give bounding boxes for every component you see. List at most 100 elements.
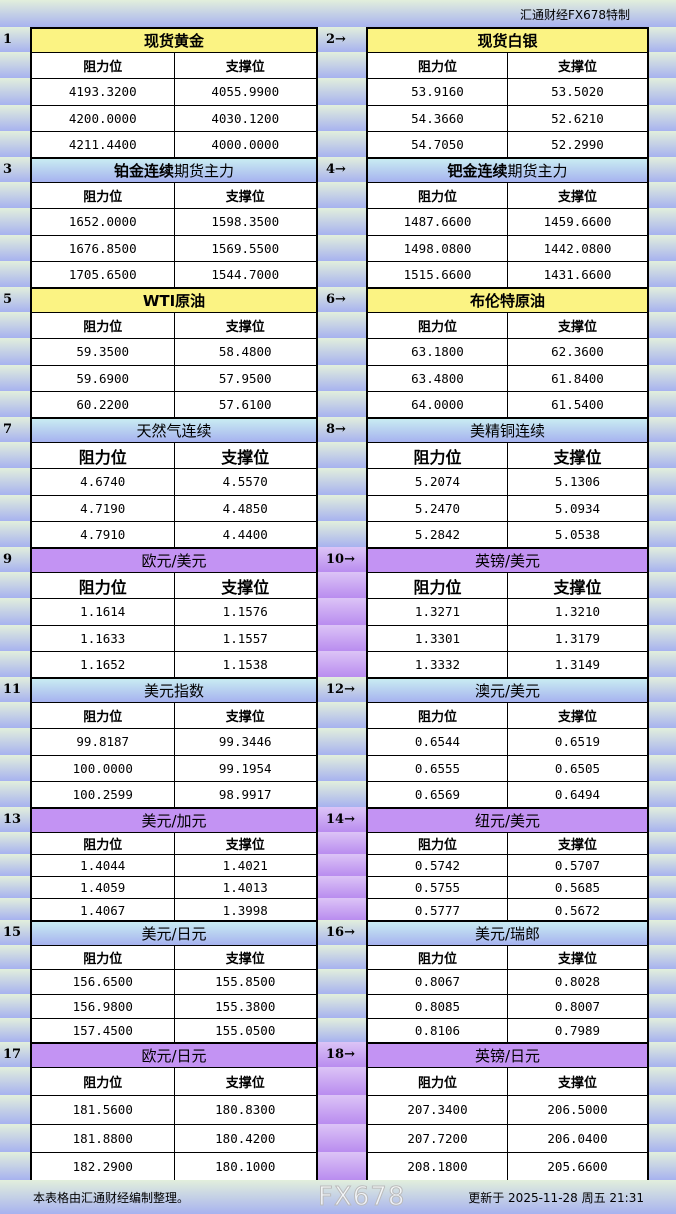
gutter-band bbox=[0, 898, 30, 920]
gutter-band bbox=[648, 920, 676, 945]
resistance-value: 4200.0000 bbox=[32, 105, 175, 131]
title-rest: 天然气连续 bbox=[136, 422, 212, 440]
resistance-value: 181.5600 bbox=[32, 1096, 175, 1124]
support-value: 0.6519 bbox=[554, 734, 601, 750]
support-value: 4055.9900 bbox=[211, 84, 280, 100]
gutter-band bbox=[648, 287, 676, 312]
gutter-band bbox=[316, 677, 368, 702]
resistance-value: 1.3301 bbox=[368, 625, 508, 651]
table-row: 1.3271 1.3210 bbox=[368, 599, 647, 626]
support-value: 1.3149 bbox=[554, 657, 601, 673]
gutter-band bbox=[648, 624, 676, 651]
gutter bbox=[648, 677, 676, 807]
resistance-header: 阻力位 bbox=[368, 183, 508, 209]
table-row: 1.4044 1.4021 bbox=[32, 855, 316, 877]
quote-table: 美元/瑞郎 阻力位 支撑位 0.8067 0.8028 0.8085 0.8007 0.810… bbox=[366, 920, 649, 1044]
support-header: 支撑位 bbox=[557, 60, 597, 76]
gutter-band bbox=[316, 78, 368, 105]
support-header: 支撑位 bbox=[225, 60, 265, 76]
support-value: 5.0934 bbox=[554, 500, 601, 516]
instrument-title: 美元/加元 bbox=[32, 809, 316, 833]
title-rest: 欧元/日元 bbox=[141, 1047, 207, 1065]
gutter-band bbox=[0, 442, 30, 469]
quote-table: 美元/日元 阻力位 支撑位 156.6500 155.8500 156.9800 155.3… bbox=[30, 920, 318, 1044]
column-header-row: 阻力位 支撑位 bbox=[32, 1068, 316, 1097]
gutter-band bbox=[648, 1151, 676, 1180]
gutter-band bbox=[0, 650, 30, 677]
column-header-row: 阻力位 支撑位 bbox=[32, 53, 316, 80]
resistance-value: 4193.3200 bbox=[32, 79, 175, 105]
title-bold: WTI原油 bbox=[142, 292, 206, 310]
table-row: 1652.0000 1598.3500 bbox=[32, 209, 316, 236]
table-row: 156.6500 155.8500 bbox=[32, 970, 316, 995]
gutter-band bbox=[0, 854, 30, 876]
support-value: 180.8300 bbox=[215, 1102, 276, 1118]
gutter-band bbox=[316, 854, 368, 876]
support-value: 1.3179 bbox=[554, 630, 601, 646]
quote-table: 现货白银 阻力位 支撑位 53.9160 53.5020 54.3660 52.6210 54… bbox=[366, 27, 649, 159]
resistance-value: 1705.6500 bbox=[32, 261, 175, 288]
instrument-title: 钯金连续 期货主力 bbox=[368, 159, 647, 183]
gutter-band bbox=[648, 520, 676, 547]
gutter-band bbox=[648, 78, 676, 105]
support-value: 0.8028 bbox=[554, 974, 601, 990]
gutter-band bbox=[0, 1123, 30, 1152]
quote-table: 铂金连续 期货主力 阻力位 支撑位 1652.0000 1598.3500 1676.850… bbox=[30, 157, 318, 289]
gutter-band bbox=[316, 494, 368, 521]
section-3: 5 6→ WTI原油 阻力位 支撑位 59.3500 58.4800 59.6900 57.95… bbox=[0, 287, 676, 419]
table-row: 0.8085 0.8007 bbox=[368, 994, 647, 1019]
table-row: 64.0000 61.5400 bbox=[368, 391, 647, 418]
support-header: 支撑位 bbox=[553, 447, 602, 467]
title-rest: 期货主力 bbox=[174, 162, 235, 180]
gutter-band bbox=[0, 520, 30, 547]
support-value: 61.8400 bbox=[551, 370, 604, 386]
gutter bbox=[648, 27, 676, 157]
column-header-row: 阻力位 支撑位 bbox=[32, 573, 316, 600]
title-rest: 美元指数 bbox=[143, 682, 204, 700]
gutter-band bbox=[648, 876, 676, 898]
support-header: 支撑位 bbox=[221, 447, 270, 467]
gutter bbox=[0, 417, 30, 547]
gutter-band bbox=[0, 677, 30, 702]
support-header: 支撑位 bbox=[221, 577, 270, 597]
gutter-band bbox=[648, 1095, 676, 1124]
gutter bbox=[316, 1042, 368, 1180]
gutter-band bbox=[648, 442, 676, 469]
section-1: 1 2→ 现货黄金 阻力位 支撑位 4193.3200 4055.9900 4200.0000… bbox=[0, 27, 676, 159]
resistance-header: 阻力位 bbox=[32, 313, 175, 339]
title-bold: 钯金连续 bbox=[447, 162, 508, 180]
gutter-band bbox=[0, 876, 30, 898]
section-number: 7 bbox=[3, 421, 13, 437]
title-rest: 期货主力 bbox=[507, 162, 568, 180]
support-header: 支撑位 bbox=[557, 838, 597, 853]
table-row: 60.2200 57.6100 bbox=[32, 391, 316, 418]
column-header-row: 阻力位 支撑位 bbox=[32, 946, 316, 971]
quote-table: 布伦特原油 阻力位 支撑位 63.1800 62.3600 63.4800 61.8400 6… bbox=[366, 287, 649, 419]
resistance-value: 4.7910 bbox=[32, 521, 175, 548]
section-number: 2→ bbox=[326, 31, 346, 47]
gutter-band bbox=[316, 702, 368, 729]
gutter-band bbox=[316, 520, 368, 547]
gutter bbox=[316, 287, 368, 417]
gutter-band bbox=[316, 754, 368, 781]
table-row: 0.6569 0.6494 bbox=[368, 781, 647, 808]
gutter-band bbox=[648, 945, 676, 970]
resistance-value: 1.3271 bbox=[368, 599, 508, 625]
table-row: 181.5600 180.8300 bbox=[32, 1096, 316, 1125]
gutter-band bbox=[0, 547, 30, 572]
column-header-row: 阻力位 支撑位 bbox=[368, 1068, 647, 1097]
gutter-band bbox=[648, 1067, 676, 1096]
resistance-value: 5.2074 bbox=[368, 469, 508, 495]
table-row: 0.5742 0.5707 bbox=[368, 855, 647, 877]
title-bold: 铂金连续 bbox=[113, 162, 174, 180]
section-2: 3 4→ 铂金连续 期货主力 阻力位 支撑位 1652.0000 1598.3500 1676.… bbox=[0, 157, 676, 289]
gutter-band bbox=[648, 468, 676, 495]
resistance-value: 64.0000 bbox=[368, 391, 508, 418]
gutter-band bbox=[316, 807, 368, 832]
table-row: 181.8800 180.4200 bbox=[32, 1124, 316, 1153]
gutter-band bbox=[316, 945, 368, 970]
support-value: 52.6210 bbox=[551, 110, 604, 126]
resistance-value: 5.2470 bbox=[368, 495, 508, 521]
resistance-value: 0.8106 bbox=[368, 1018, 508, 1043]
gutter-band bbox=[0, 260, 30, 287]
